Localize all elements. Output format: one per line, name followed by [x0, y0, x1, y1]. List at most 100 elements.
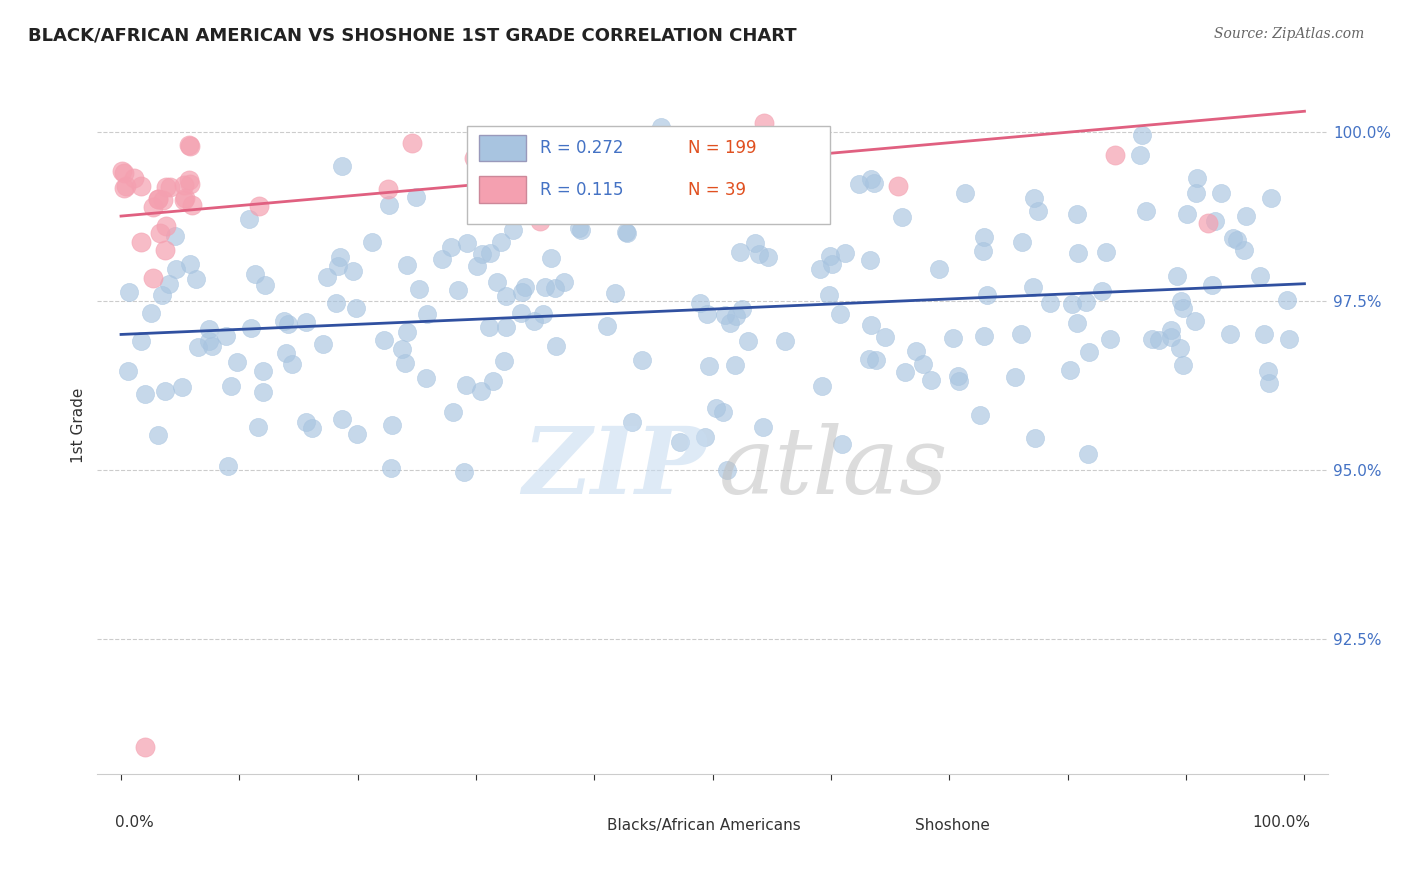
- Point: [155, 179, 177, 194]
- Point: [976, 288, 998, 302]
- Point: [1175, 207, 1198, 221]
- Point: [316, 269, 339, 284]
- Point: [775, 334, 797, 349]
- Point: [1277, 293, 1299, 308]
- Point: [129, 334, 152, 348]
- Point: [1074, 295, 1097, 310]
- Point: [523, 313, 546, 327]
- Text: atlas: atlas: [718, 423, 949, 513]
- Point: [495, 289, 517, 303]
- Point: [973, 328, 995, 343]
- Point: [863, 177, 886, 191]
- Bar: [866, 814, 905, 837]
- Point: [430, 252, 453, 267]
- Point: [252, 384, 274, 399]
- Point: [112, 166, 135, 180]
- Point: [766, 199, 789, 213]
- Point: [543, 281, 565, 295]
- Point: [754, 116, 776, 130]
- Point: [716, 463, 738, 477]
- Point: [294, 315, 316, 329]
- Point: [146, 192, 169, 206]
- Point: [942, 331, 965, 345]
- Point: [112, 180, 135, 194]
- Point: [859, 318, 882, 332]
- Point: [152, 193, 174, 207]
- Point: [1257, 363, 1279, 377]
- Point: [1142, 332, 1164, 346]
- Text: 0.0%: 0.0%: [115, 814, 153, 830]
- Point: [718, 316, 741, 330]
- Point: [1022, 191, 1045, 205]
- Text: R = 0.115: R = 0.115: [540, 180, 624, 199]
- Point: [170, 380, 193, 394]
- Point: [470, 247, 492, 261]
- Point: [752, 419, 775, 434]
- Point: [465, 259, 488, 273]
- Point: [391, 342, 413, 356]
- Point: [148, 428, 170, 442]
- Point: [173, 178, 195, 193]
- Point: [346, 426, 368, 441]
- Point: [891, 210, 914, 224]
- Point: [329, 251, 352, 265]
- Point: [621, 415, 644, 429]
- Point: [1132, 128, 1154, 143]
- Point: [593, 182, 616, 196]
- Point: [1066, 207, 1088, 221]
- Point: [1253, 327, 1275, 342]
- Point: [197, 322, 219, 336]
- Point: [953, 186, 976, 201]
- Point: [911, 357, 934, 371]
- Point: [1135, 204, 1157, 219]
- Point: [616, 226, 638, 240]
- Point: [1004, 370, 1026, 384]
- Text: Source: ZipAtlas.com: Source: ZipAtlas.com: [1213, 27, 1364, 41]
- Point: [486, 275, 509, 289]
- Point: [928, 262, 950, 277]
- Point: [1095, 245, 1118, 260]
- Point: [731, 302, 754, 317]
- Point: [1211, 186, 1233, 200]
- Point: [1166, 268, 1188, 283]
- Point: [1197, 216, 1219, 230]
- Point: [187, 340, 209, 354]
- Point: [134, 387, 156, 401]
- Point: [1233, 243, 1256, 257]
- Point: [478, 245, 501, 260]
- Text: R = 0.272: R = 0.272: [540, 139, 624, 157]
- Point: [150, 287, 173, 301]
- Point: [482, 374, 505, 388]
- Point: [301, 421, 323, 435]
- Point: [273, 314, 295, 328]
- Point: [1257, 376, 1279, 390]
- Point: [568, 221, 591, 235]
- Point: [155, 219, 177, 234]
- Point: [1201, 278, 1223, 293]
- Point: [453, 465, 475, 479]
- Point: [603, 285, 626, 300]
- Point: [1022, 280, 1045, 294]
- Point: [186, 272, 208, 286]
- Point: [1278, 333, 1301, 347]
- Point: [510, 285, 533, 300]
- Point: [1011, 235, 1033, 250]
- Point: [513, 280, 536, 294]
- Point: [1171, 359, 1194, 373]
- Text: ZIP: ZIP: [523, 423, 707, 513]
- Text: Blacks/African Americans: Blacks/African Americans: [607, 818, 800, 833]
- Point: [1067, 245, 1090, 260]
- Point: [198, 334, 221, 348]
- Point: [139, 306, 162, 320]
- Point: [502, 223, 524, 237]
- Point: [865, 353, 887, 368]
- Point: [373, 333, 395, 347]
- Point: [1066, 316, 1088, 330]
- Point: [153, 243, 176, 257]
- Point: [695, 429, 717, 443]
- Point: [1260, 191, 1282, 205]
- Point: [142, 200, 165, 214]
- Point: [142, 271, 165, 285]
- Point: [240, 320, 263, 334]
- Point: [1091, 284, 1114, 298]
